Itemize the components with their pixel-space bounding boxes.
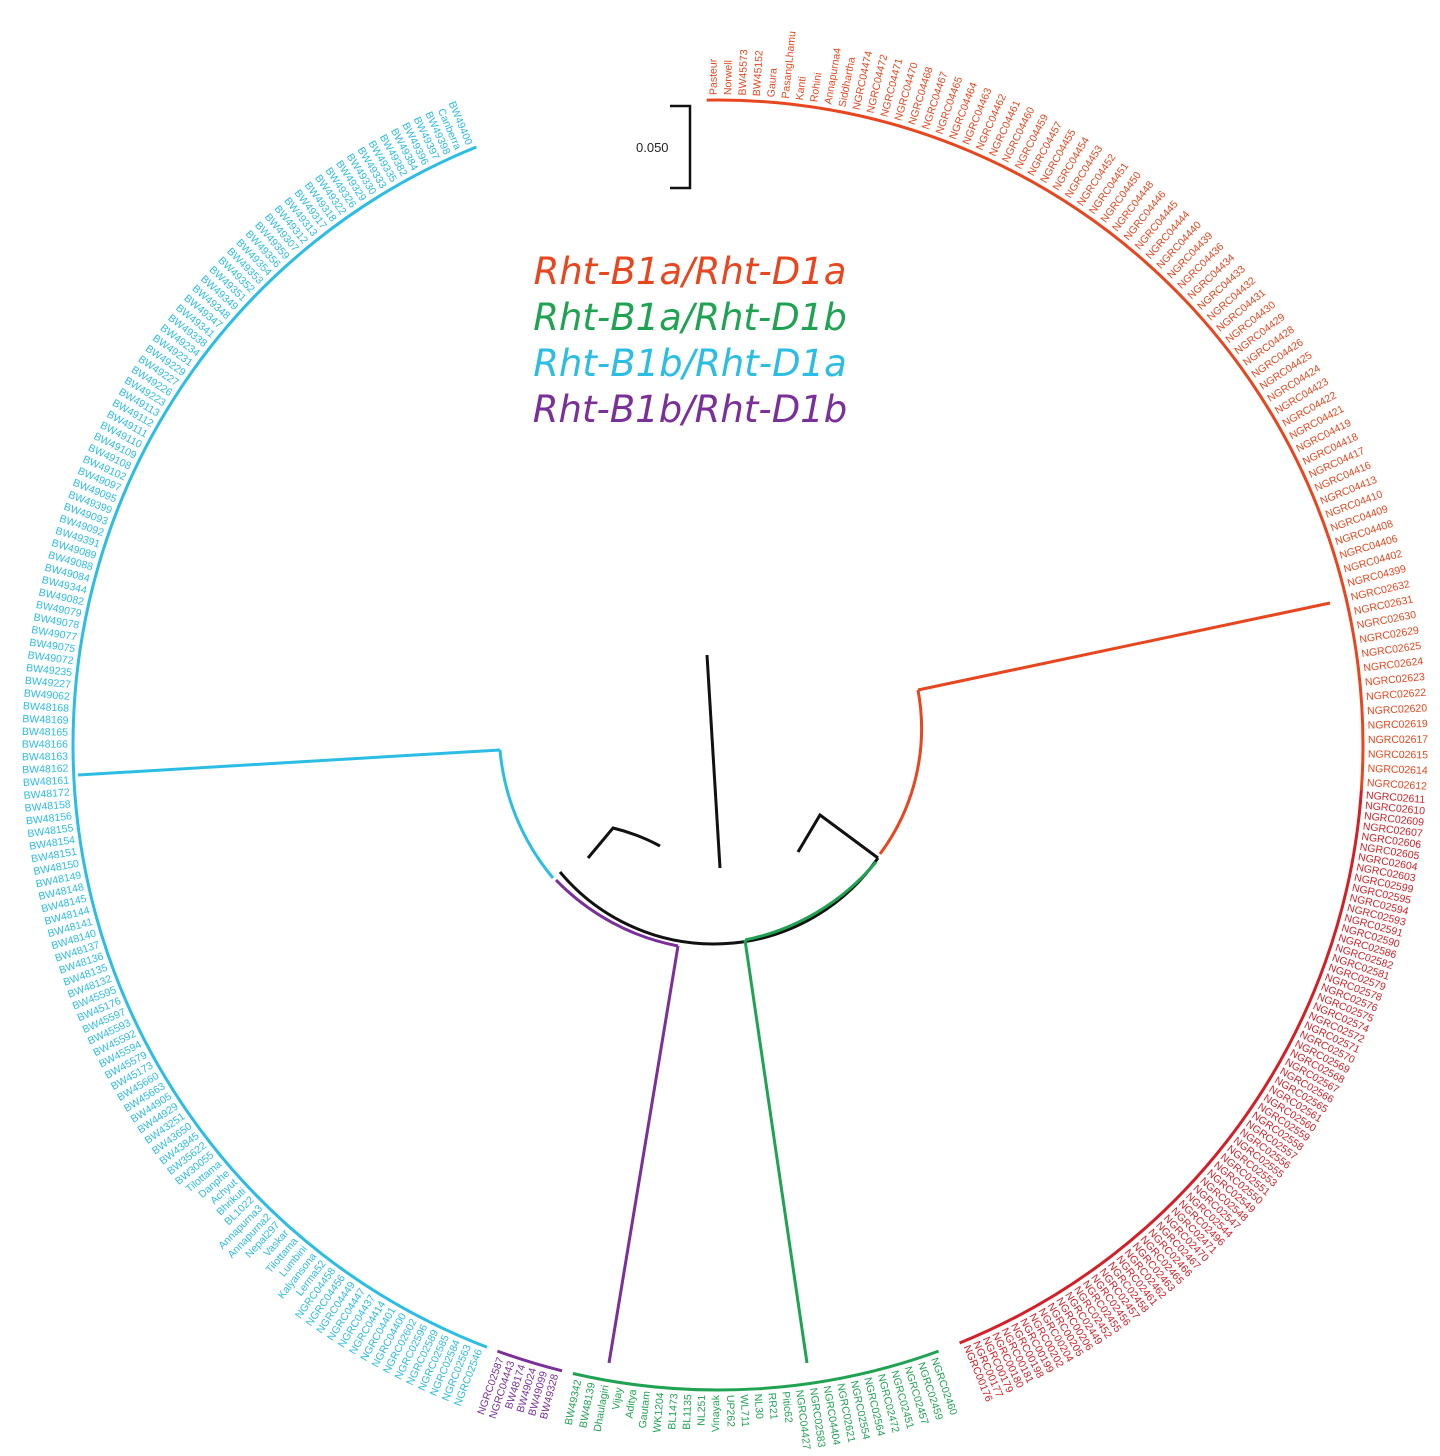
leaf-label: BW48161 [23,775,70,790]
cyan-outer-arc [71,145,488,1349]
leaf-label: Vijay [610,1386,625,1411]
leaf-label: NGRC02619 [1368,718,1429,732]
purple-clade-arc [554,878,679,948]
leaf-label: Rohini [808,72,824,103]
leaf-label: BW45152 [751,50,766,97]
green-clade-branch [743,939,809,1364]
leaf-label: BW48172 [23,787,70,802]
orange-outer-arc [706,98,1365,791]
leaf-label: NGRC02617 [1368,734,1428,746]
red-outer-arc [959,789,1363,1345]
leaf-label: BW49062 [23,688,70,703]
leaf-label: BW48158 [24,798,71,814]
leaf-label: UP262 [724,1395,737,1427]
green-outer-arc [572,1349,940,1392]
root-arc [558,857,880,946]
leaf-label: NL251 [695,1395,708,1426]
leaf-label: NGRC02612 [1367,777,1428,793]
orange-clade-branch [917,601,1331,692]
leaf-label: NGRC02611 [1366,790,1426,807]
leaf-label: NL30 [752,1393,766,1419]
outer-ring-arcs [71,98,1365,1392]
clade-branches [77,601,1331,1364]
scale-bar-line [670,104,692,190]
legend-entry: Rht-B1b/Rht-D1b [533,388,847,431]
leaf-label: Gaura [765,67,779,97]
leaf-label: Gautam [637,1390,653,1429]
cyan-clade-arc [498,749,555,879]
leaf-label: BW48163 [22,751,68,764]
leaf-labels: Pasteur Norwell BW45573 BW45152 Gaura PasangL… [22,30,1428,1450]
leaf-label: BW48155 [27,822,74,840]
leaf-label: WL711 [738,1394,751,1427]
leaf-label: BW49235 [25,662,72,679]
legend-entry: Rht-B1a/Rht-D1b [533,296,847,339]
leaf-label: NGRC02620 [1367,702,1428,717]
root-branch [705,654,722,869]
leaf-label: NGRC02623 [1364,671,1425,689]
leaf-label: NGRC02622 [1366,687,1427,703]
left-internal-branch [586,826,661,859]
legend: Rht-B1a/Rht-D1aRht-B1a/Rht-D1bRht-B1b/Rh… [533,250,847,431]
leaf-label: Pasteur [708,58,720,95]
leaf-label: Vinayak [710,1394,722,1432]
legend-entry: Rht-B1a/Rht-D1a [534,250,847,293]
leaf-label: Pitic62 [779,1391,794,1424]
scale-bar: 0.050 [636,104,692,190]
leaf-label: Kanti [794,76,809,101]
leaf-label: BW49072 [27,649,74,667]
green-clade-arc [744,861,878,942]
right-internal-branch [796,812,879,860]
leaf-label: BW45573 [737,49,751,96]
leaf-label: NGRC02615 [1368,749,1428,762]
cyan-clade-branch [77,748,501,777]
leaf-label: WK1204 [651,1392,667,1433]
leaf-label: NGRC02610 [1365,800,1426,818]
leaf-label: BW48165 [22,726,68,739]
leaf-label: BW48168 [23,700,70,715]
scale-bar-label: 0.050 [636,140,669,155]
legend-entry: Rht-B1b/Rht-D1a [533,342,847,385]
leaf-label: NGRC02614 [1367,763,1428,777]
purple-clade-branch [607,945,680,1364]
leaf-label: BW48156 [25,810,72,827]
leaf-label: Norwell [722,60,735,95]
tree-backbone [558,654,880,946]
leaf-label: RR21 [766,1392,780,1420]
purple-outer-arc [496,1349,563,1373]
leaf-label: BL1135 [681,1394,695,1430]
leaf-label: BW49227 [24,675,71,691]
leaf-label: BL1473 [666,1393,680,1430]
leaf-label: BW48162 [22,763,69,777]
leaf-label: BW48169 [22,713,69,727]
orange-clade-arc [878,689,924,855]
leaf-label: Aditya [623,1388,639,1419]
leaf-label: BW48166 [22,739,68,751]
